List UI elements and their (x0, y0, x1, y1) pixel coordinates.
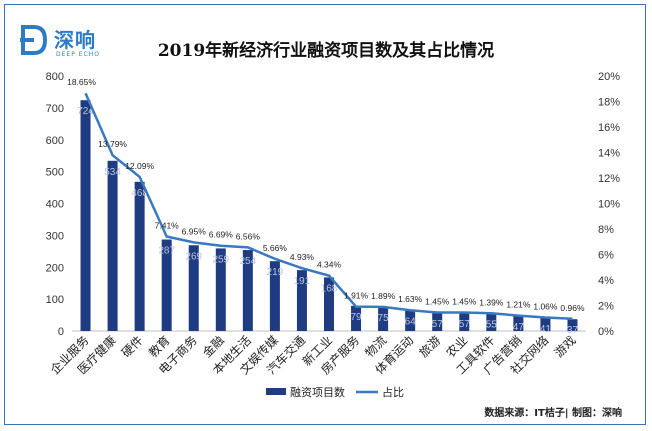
series-line-share (84, 92, 573, 321)
bar-value-label: 534 (104, 167, 121, 178)
line-value-label: 7.41% (155, 221, 180, 231)
data-source-note: 数据来源：IT桔子| 制图：深响 (484, 408, 622, 419)
y-right-tick-label: 16% (598, 122, 620, 134)
bar-value-label: 41 (540, 324, 552, 335)
bar-value-label: 219 (267, 267, 284, 278)
y-left-tick-label: 300 (46, 230, 64, 242)
bar (161, 239, 172, 331)
bar-value-label: 191 (294, 276, 311, 287)
bar-value-label: 37 (567, 325, 579, 336)
y-right-tick-label: 6% (598, 250, 614, 262)
x-category-label: 旅游 (416, 333, 443, 360)
bar (540, 317, 551, 331)
bar-value-label: 57 (432, 319, 444, 330)
bar (324, 277, 334, 331)
line-value-label: 1.06% (533, 301, 558, 311)
bar-value-label: 259 (212, 254, 229, 265)
line-value-label: 6.95% (182, 226, 207, 236)
deep-echo-logo-icon (20, 25, 48, 55)
line-value-label: 1.91% (344, 291, 369, 301)
line-value-label: 1.39% (479, 297, 504, 307)
line-value-label: 4.93% (290, 252, 315, 262)
bar-value-label: 79 (350, 312, 362, 323)
line-value-label: 4.34% (317, 260, 342, 270)
logo-brand-en: DEEP ECHO (56, 51, 100, 58)
x-category-label: 硬件 (119, 333, 146, 360)
line-value-label: 1.45% (425, 297, 450, 307)
legend-bar-label: 融资项目数 (290, 386, 345, 399)
y-left-tick-label: 100 (46, 294, 64, 306)
line-value-label: 18.65% (67, 77, 96, 87)
bar (459, 312, 470, 331)
y-left-tick-label: 600 (46, 135, 64, 147)
legend-bar-swatch (266, 388, 286, 395)
line-value-label: 6.56% (236, 231, 261, 241)
y-left-tick-label: 200 (46, 262, 64, 274)
line-value-label: 1.63% (398, 294, 423, 304)
bar (80, 100, 91, 331)
bar-value-label: 47 (513, 322, 525, 333)
chart-title: 2019年新经济行业融资项目数及其占比情况 (157, 41, 495, 61)
y-right-tick-label: 18% (598, 97, 620, 109)
bar (134, 181, 145, 331)
bar (405, 310, 416, 331)
bar-value-label: 64 (405, 317, 417, 328)
bar-value-label: 254 (239, 256, 256, 267)
bar (296, 270, 307, 331)
bar (486, 313, 497, 331)
bar (215, 248, 226, 331)
bar (432, 312, 443, 331)
bar-value-label: 75 (378, 313, 390, 324)
bar (188, 245, 199, 331)
y-left-tick-label: 500 (46, 167, 64, 179)
bar-value-label: 468 (131, 188, 148, 199)
bar-value-label: 287 (158, 246, 175, 257)
bar (567, 319, 578, 331)
y-left-tick-label: 400 (46, 199, 64, 211)
bar-value-label: 724 (77, 106, 94, 117)
y-right-tick-label: 0% (598, 326, 614, 338)
brand-logo: 深响 DEEP ECHO (20, 24, 130, 64)
bar (242, 250, 253, 331)
y-right-tick-label: 14% (598, 148, 620, 160)
logo-brand-cn: 深响 (54, 28, 96, 52)
bar (107, 160, 118, 331)
line-value-label: 1.89% (371, 291, 396, 301)
line-value-label: 13.79% (98, 139, 127, 149)
y-left-tick-label: 0 (58, 326, 64, 338)
bar-value-label: 57 (459, 319, 471, 330)
bar-value-label: 269 (185, 251, 202, 262)
bar (378, 307, 389, 331)
line-value-label: 6.69% (209, 230, 234, 240)
y-left-tick-label: 700 (46, 103, 64, 115)
line-value-label: 5.66% (263, 243, 288, 253)
bar-value-label: 168 (321, 283, 338, 294)
bar (351, 305, 362, 331)
legend-line-label: 占比 (382, 385, 404, 399)
y-right-tick-label: 20% (598, 71, 620, 83)
y-right-tick-label: 12% (598, 173, 620, 185)
line-value-label: 0.96% (560, 303, 585, 313)
y-right-tick-label: 2% (598, 301, 614, 313)
line-value-label: 1.45% (452, 297, 477, 307)
line-value-label: 12.09% (125, 161, 154, 171)
y-right-tick-label: 8% (598, 224, 614, 236)
y-right-tick-label: 4% (598, 275, 614, 287)
bar-value-label: 55 (486, 319, 498, 330)
bar (513, 316, 524, 331)
y-right-tick-label: 10% (598, 199, 620, 211)
line-value-label: 1.21% (506, 300, 531, 310)
y-left-tick-label: 800 (46, 71, 64, 83)
bar (269, 261, 280, 331)
x-category-label: 游戏 (552, 333, 579, 360)
